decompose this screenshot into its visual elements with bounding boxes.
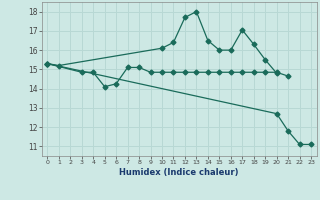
X-axis label: Humidex (Indice chaleur): Humidex (Indice chaleur) (119, 168, 239, 177)
